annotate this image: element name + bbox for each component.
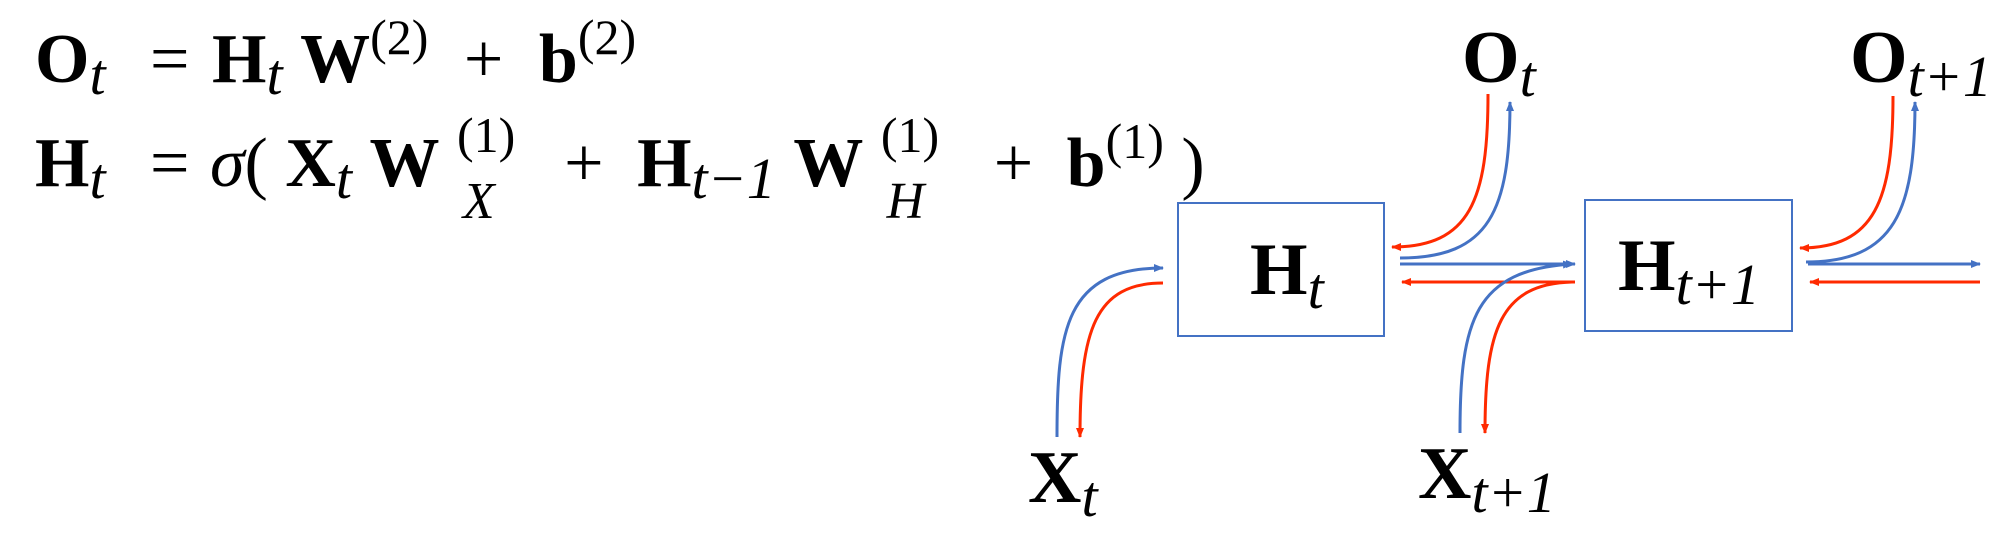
output-label-t: Ot (1462, 17, 1538, 109)
backward-arrow-output-t (1391, 93, 1490, 251)
forward-arrow-output-t-plus-1 (1805, 101, 1919, 264)
forward-arrow-input-t-plus-1 (1458, 260, 1573, 434)
input-label-t: Xt (1028, 437, 1099, 529)
hidden-state-label-t: Ht (1250, 229, 1326, 321)
svg-text:Ot = Ht W(2): Ot = Ht W(2) + b(2) (35, 0, 636, 110)
output-label-t-plus-1: Ot+1 (1850, 17, 1992, 109)
backward-arrow-output-t-plus-1 (1799, 95, 1895, 252)
hidden-state-label-t-plus-1: Ht+1 (1618, 225, 1760, 317)
equation-output: Ot = Ht W(2) + b(2) (35, 0, 636, 110)
forward-arrow-output-t (1399, 101, 1514, 260)
forward-arrow-input-t (1055, 264, 1164, 438)
hidden-state-box-t (1177, 202, 1385, 337)
equation-hidden: Ht = σ( Xt W (1) X + Ht−1 W (1) H + b(1)… (35, 91, 1205, 234)
backward-arrow-input-t-plus-1 (1481, 280, 1573, 434)
svg-text:Ht = σ( Xt: Ht = σ( Xt W (1) X + Ht−1 W (1) H + b(1)… (35, 91, 1205, 234)
backward-arrow-input-t (1076, 281, 1164, 438)
input-label-t-plus-1: Xt+1 (1418, 433, 1556, 525)
hidden-state-box-t-plus-1 (1584, 199, 1793, 332)
